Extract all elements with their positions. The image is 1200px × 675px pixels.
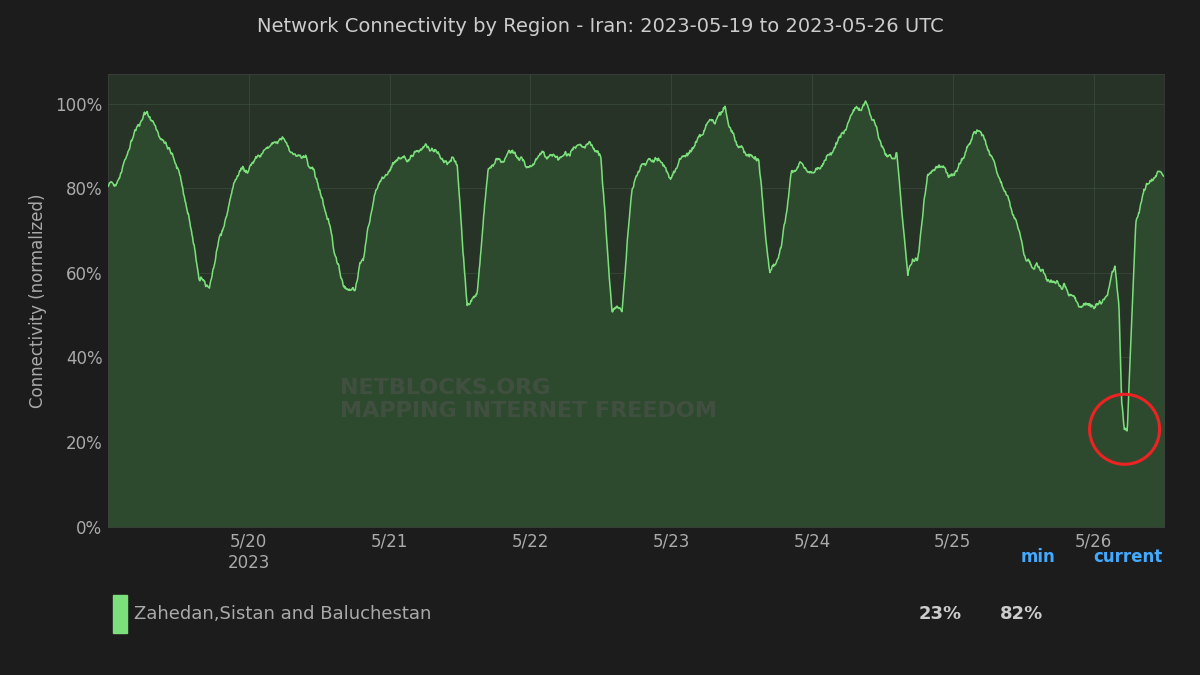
Text: Zahedan,Sistan and Baluchestan: Zahedan,Sistan and Baluchestan <box>134 605 432 623</box>
Bar <box>113 595 127 633</box>
Y-axis label: Connectivity (normalized): Connectivity (normalized) <box>29 193 47 408</box>
Text: min: min <box>1021 548 1055 566</box>
Text: current: current <box>1093 548 1163 566</box>
Text: Network Connectivity by Region - Iran: 2023-05-19 to 2023-05-26 UTC: Network Connectivity by Region - Iran: 2… <box>257 17 943 36</box>
Text: NETBLOCKS.ORG
MAPPING INTERNET FREEDOM: NETBLOCKS.ORG MAPPING INTERNET FREEDOM <box>341 378 718 421</box>
Text: 23%: 23% <box>918 605 961 623</box>
Text: 82%: 82% <box>1000 605 1043 623</box>
